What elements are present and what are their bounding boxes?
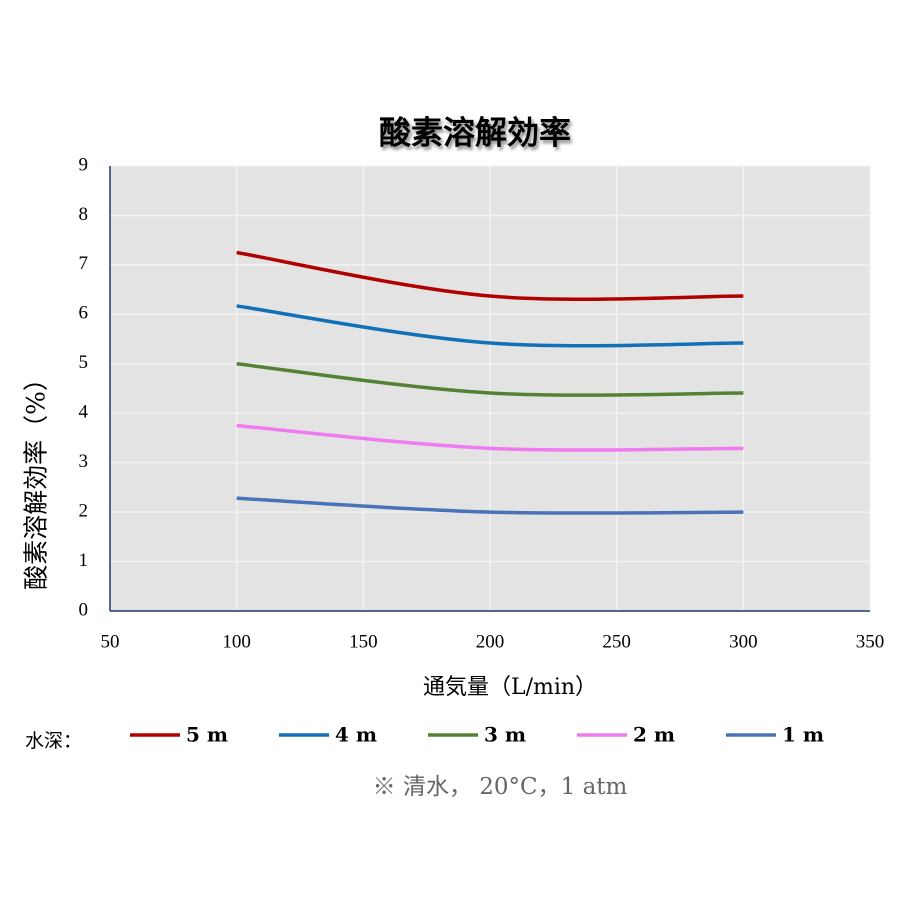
legend-title: 水深： xyxy=(25,730,82,752)
y-tick-label: 1 xyxy=(79,550,89,571)
x-tick-label: 350 xyxy=(856,631,885,652)
y-axis-label: 酸素溶解効率（%） xyxy=(22,366,51,590)
legend-label: 4 m xyxy=(335,723,377,747)
x-tick-label: 150 xyxy=(349,631,378,652)
y-tick-label: 2 xyxy=(79,500,89,521)
line-series xyxy=(236,496,744,515)
x-tick-label: 200 xyxy=(476,631,505,652)
y-tick-label: 5 xyxy=(79,352,89,373)
legend-label: 3 m xyxy=(484,723,526,747)
line-series xyxy=(236,304,744,348)
y-tick-label: 0 xyxy=(79,599,89,620)
y-tick-label: 4 xyxy=(79,402,89,423)
y-tick-label: 3 xyxy=(79,451,89,472)
note: ※ 清水， 20°C，1 atm xyxy=(373,774,628,800)
line-series xyxy=(236,423,744,452)
x-tick-label: 250 xyxy=(602,631,631,652)
x-tick-label: 50 xyxy=(101,631,120,652)
legend-label: 1 m xyxy=(782,723,824,747)
y-tick-label: 9 xyxy=(79,154,89,175)
y-tick-label: 7 xyxy=(79,253,89,274)
x-tick-label: 300 xyxy=(729,631,758,652)
y-tick-label: 6 xyxy=(79,303,89,324)
legend-label: 2 m xyxy=(633,723,675,747)
y-tick-label: 8 xyxy=(79,204,89,225)
chart-title: 酸素溶解効率 xyxy=(379,114,571,152)
x-axis-label: 通気量（L/min） xyxy=(423,675,597,700)
x-tick-label: 100 xyxy=(222,631,251,652)
line-series xyxy=(236,250,744,302)
legend-label: 5 m xyxy=(186,723,228,747)
line-series xyxy=(236,362,744,397)
